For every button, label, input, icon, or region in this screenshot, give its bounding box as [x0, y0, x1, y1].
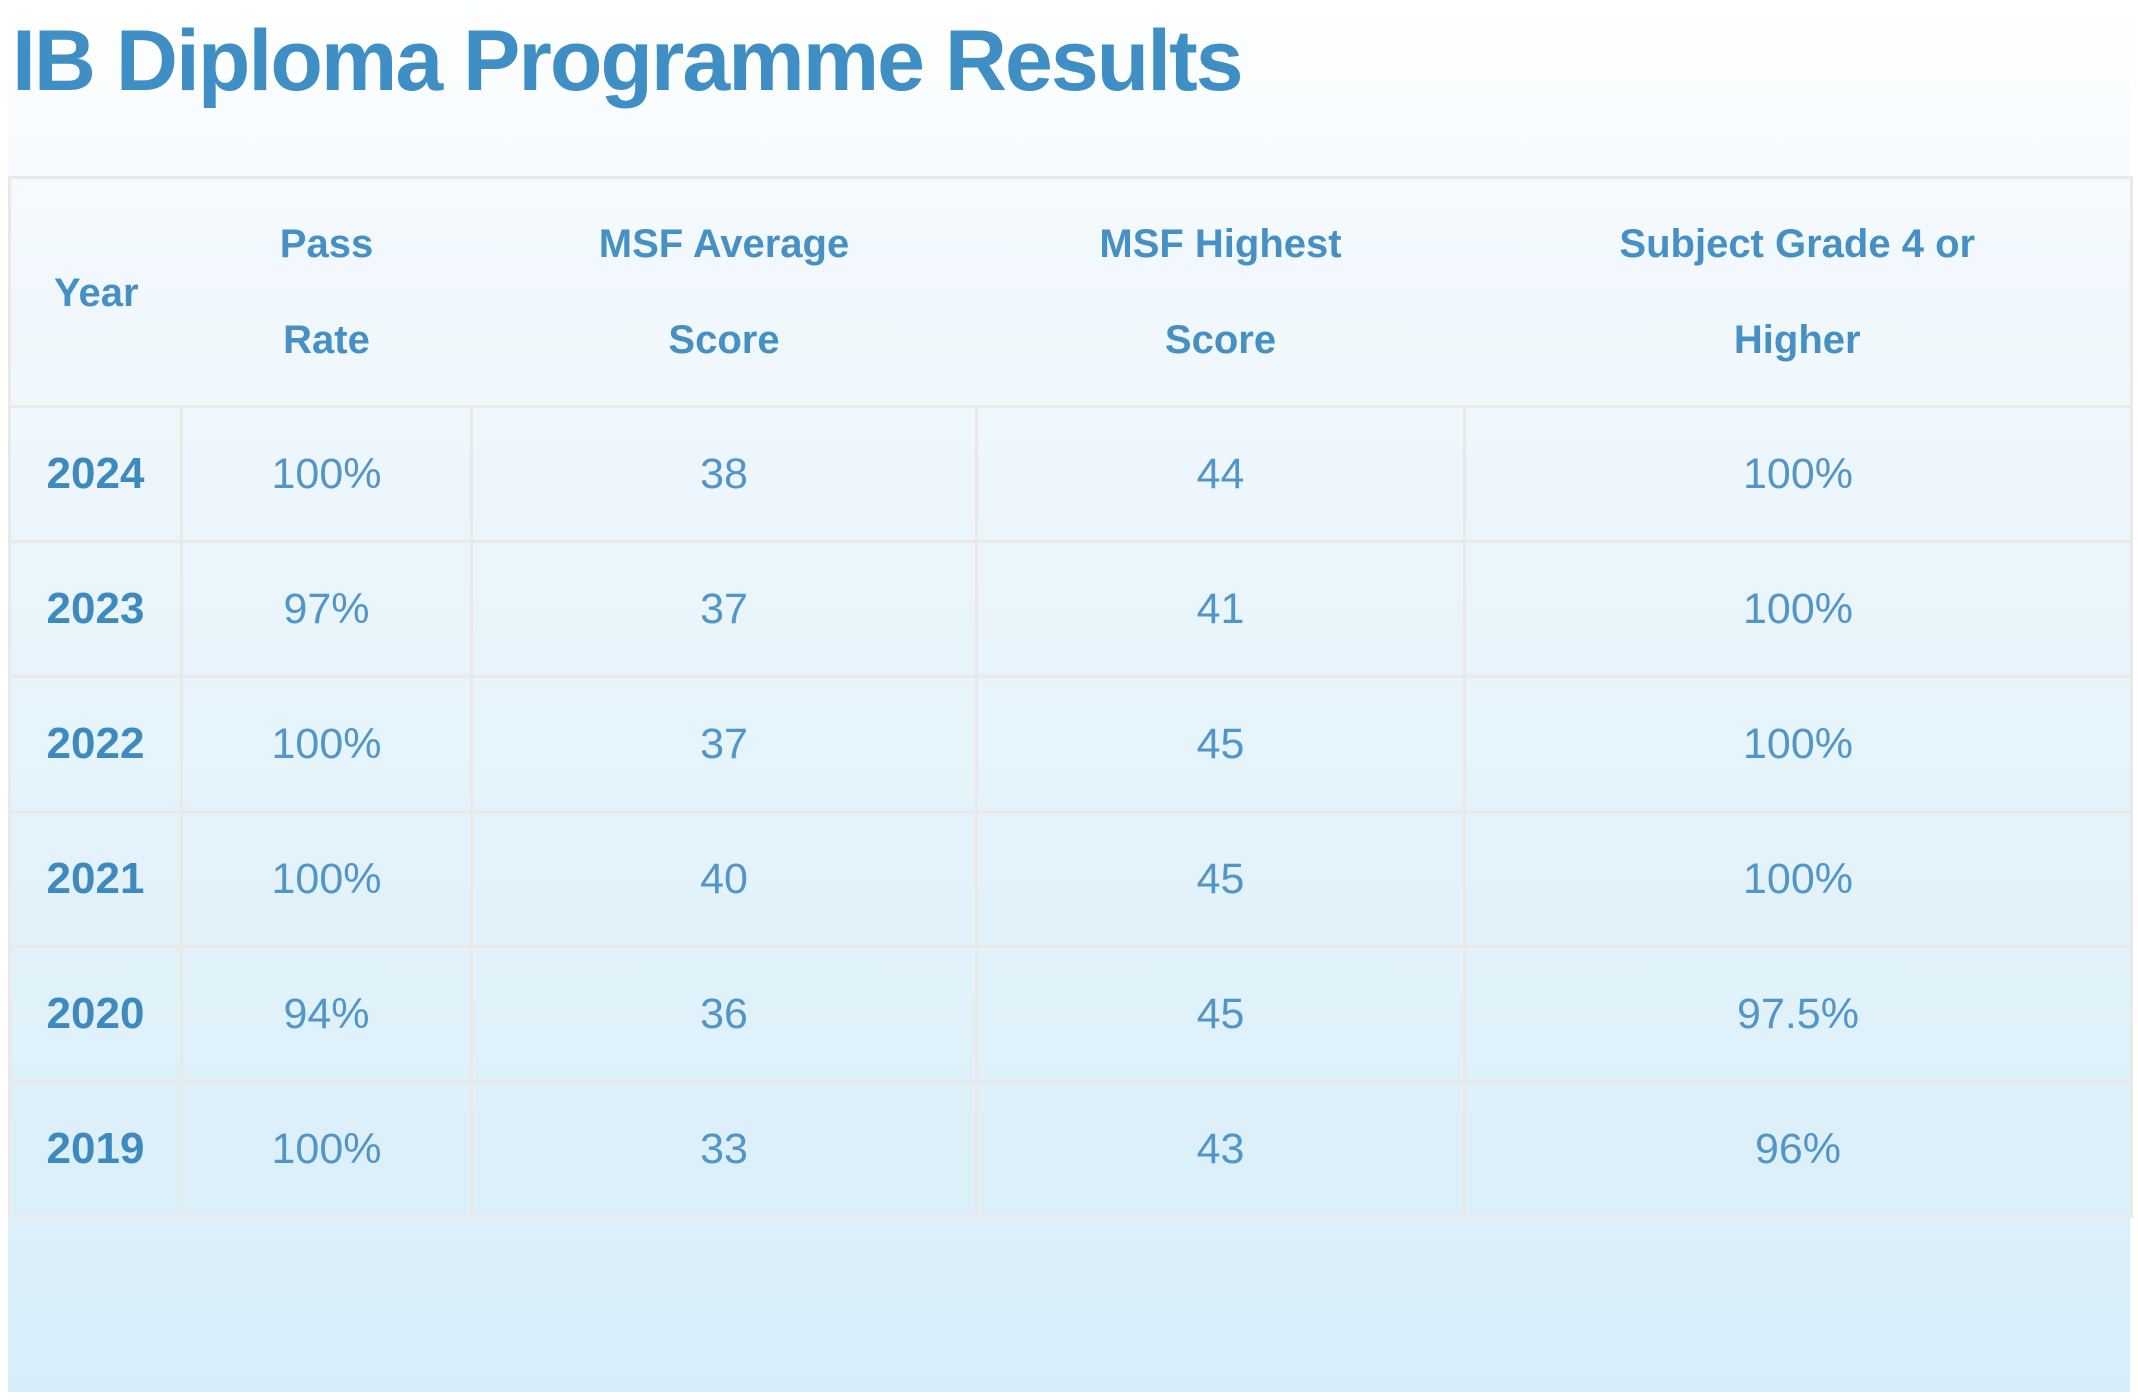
cell-pass-rate: 94%: [180, 945, 473, 1083]
cell-year: 2024: [8, 405, 183, 543]
table-row: 2023 97% 37 41 100%: [8, 540, 2133, 678]
table-row: 2019 100% 33 43 96%: [8, 1080, 2133, 1218]
table-header-row: Year Pass Rate MSF Average Score MSF Hig…: [10, 178, 2132, 407]
cell-msf-highest-score: 44: [975, 405, 1466, 543]
page-background: IB Diploma Programme Results Year Pass R…: [8, 0, 2133, 1392]
column-header-subject-grade-4-or-higher: Subject Grade 4 or Higher: [1465, 178, 2132, 407]
column-header-msf-highest-score: MSF Highest Score: [977, 178, 1465, 407]
cell-msf-highest-score: 43: [975, 1080, 1466, 1218]
cell-msf-highest-score: 45: [975, 945, 1466, 1083]
results-table: Year Pass Rate MSF Average Score MSF Hig…: [8, 176, 2133, 1218]
cell-pass-rate: 100%: [180, 405, 473, 543]
cell-year: 2020: [8, 945, 183, 1083]
table-row: 2024 100% 38 44 100%: [8, 405, 2133, 543]
cell-subject-grade-4-or-higher: 100%: [1463, 675, 2133, 813]
cell-pass-rate: 97%: [180, 540, 473, 678]
cell-year: 2022: [8, 675, 183, 813]
cell-msf-average-score: 36: [470, 945, 978, 1083]
cell-pass-rate: 100%: [180, 810, 473, 948]
cell-subject-grade-4-or-higher: 100%: [1463, 810, 2133, 948]
cell-msf-highest-score: 45: [975, 810, 1466, 948]
cell-subject-grade-4-or-higher: 100%: [1463, 540, 2133, 678]
column-header-year: Year: [10, 178, 182, 407]
column-header-pass-rate: Pass Rate: [182, 178, 472, 407]
table-row: 2022 100% 37 45 100%: [8, 675, 2133, 813]
cell-msf-average-score: 40: [470, 810, 978, 948]
column-header-pass-rate-label: Pass Rate: [279, 222, 374, 362]
cell-msf-highest-score: 41: [975, 540, 1466, 678]
cell-subject-grade-4-or-higher: 100%: [1463, 405, 2133, 543]
cell-msf-average-score: 37: [470, 675, 978, 813]
cell-msf-average-score: 33: [470, 1080, 978, 1218]
cell-year: 2019: [8, 1080, 183, 1218]
cell-msf-average-score: 37: [470, 540, 978, 678]
column-header-msf-highest-score-label: MSF Highest Score: [1099, 222, 1342, 362]
cell-pass-rate: 100%: [180, 675, 473, 813]
table-row: 2021 100% 40 45 100%: [8, 810, 2133, 948]
cell-subject-grade-4-or-higher: 97.5%: [1463, 945, 2133, 1083]
column-header-msf-average-score-label: MSF Average Score: [598, 222, 850, 362]
cell-year: 2023: [8, 540, 183, 678]
column-header-subject-grade-4-or-higher-label: Subject Grade 4 or Higher: [1619, 222, 1976, 362]
cell-msf-highest-score: 45: [975, 675, 1466, 813]
column-header-msf-average-score: MSF Average Score: [472, 178, 977, 407]
cell-subject-grade-4-or-higher: 96%: [1463, 1080, 2133, 1218]
cell-pass-rate: 100%: [180, 1080, 473, 1218]
table-row: 2020 94% 36 45 97.5%: [8, 945, 2133, 1083]
page-title: IB Diploma Programme Results: [12, 13, 1244, 109]
cell-msf-average-score: 38: [470, 405, 978, 543]
column-header-year-label: Year: [53, 271, 139, 316]
cell-year: 2021: [8, 810, 183, 948]
